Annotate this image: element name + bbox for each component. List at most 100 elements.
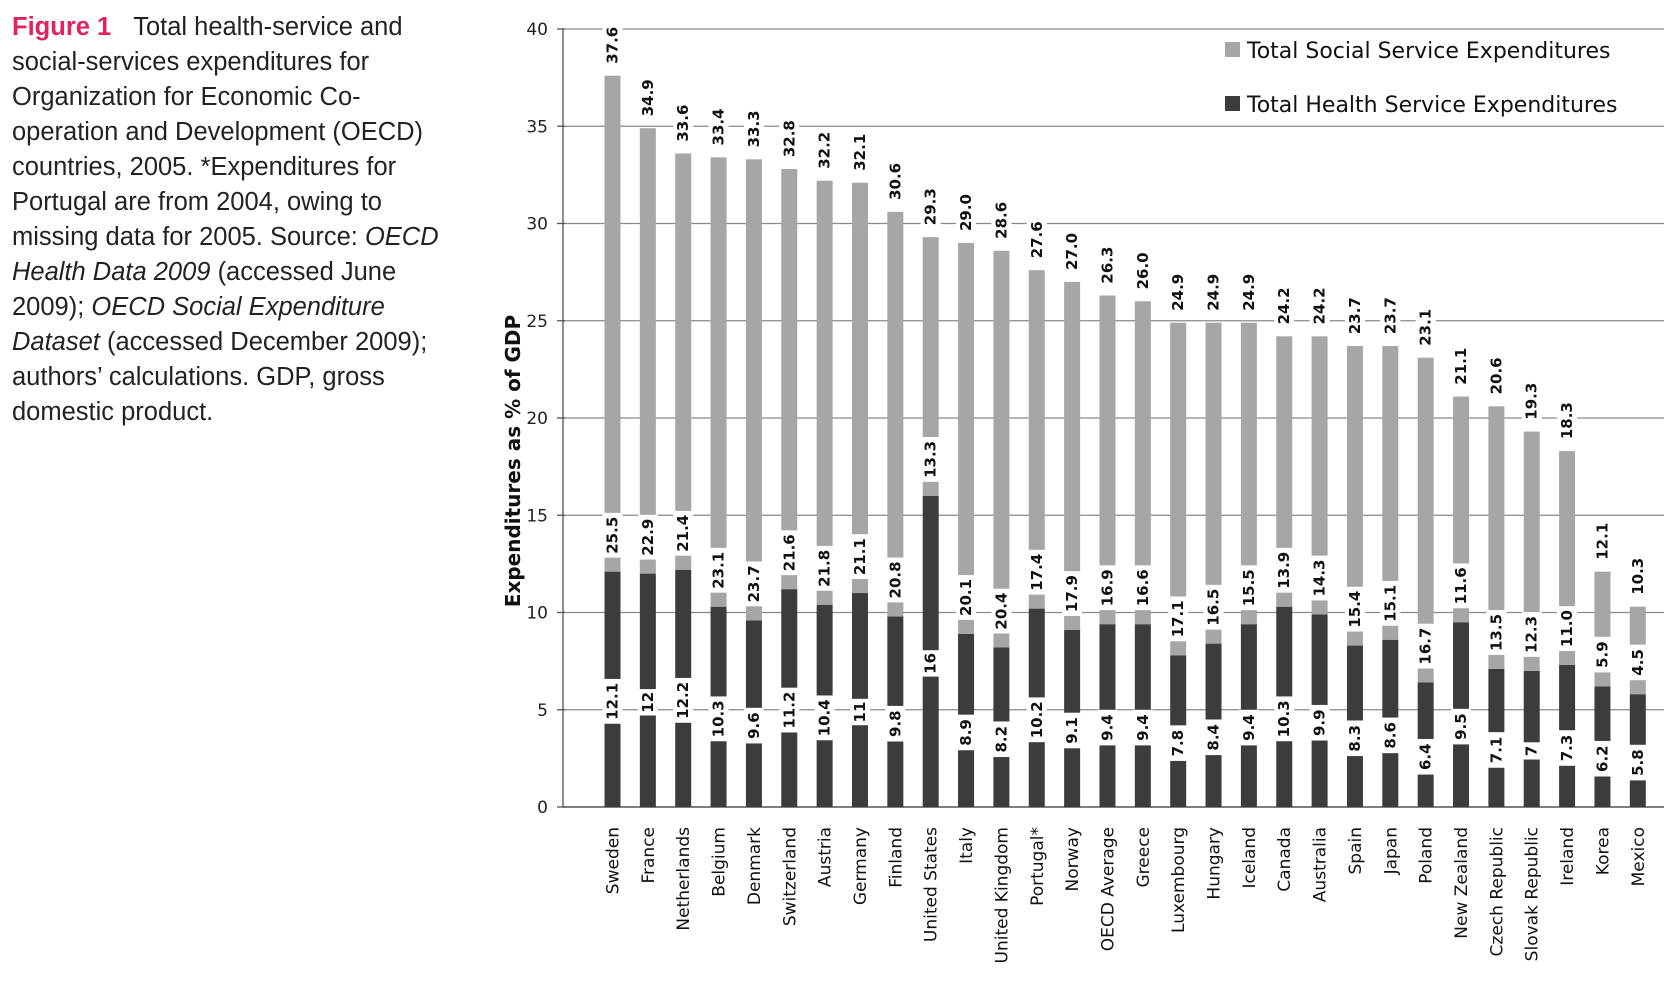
data-label-social-bg: [920, 437, 941, 482]
data-label-total-bg: [637, 75, 658, 121]
category-label: Belgium: [710, 827, 730, 897]
data-label-health-bg: [956, 714, 977, 751]
data-label-total-group: 32.2: [814, 127, 835, 173]
bar-social: [1064, 281, 1081, 631]
data-label-health-bg: [885, 705, 906, 742]
category-label: United Kingdom: [992, 827, 1012, 963]
data-label-social: 5.9: [1593, 641, 1611, 668]
data-label-social-bg: [1380, 580, 1401, 626]
category-label: Finland: [886, 827, 906, 888]
data-label-total-group: 23.1: [1415, 304, 1436, 350]
data-label-total: 20.6: [1487, 357, 1505, 394]
caption-source-1: OECD Health Data 2009: [12, 223, 439, 286]
data-label-health: 7.1: [1487, 737, 1505, 764]
y-axis-label: Expenditures as % of GDP: [501, 315, 525, 607]
category-label: Slovak Republic: [1523, 827, 1543, 961]
data-label-social-bg: [1344, 586, 1365, 632]
data-label-health-bg: [637, 689, 658, 716]
data-label-social-bg: [814, 545, 835, 591]
data-label-social-group: 23.1: [708, 547, 729, 593]
data-label-total-bg: [1238, 269, 1259, 315]
category-label: Greece: [1134, 827, 1154, 888]
data-label-social-bg: [1415, 623, 1436, 669]
data-label-total: 18.3: [1558, 402, 1576, 439]
data-label-health: 9.8: [886, 710, 904, 737]
data-label-social: 11.0: [1558, 610, 1576, 647]
bar-social: [781, 169, 798, 590]
data-label-social-bg: [1274, 547, 1295, 593]
data-label-total-bg: [885, 159, 906, 204]
data-label-total-group: 27.6: [1026, 217, 1047, 263]
data-label-social-group: 20.8: [885, 557, 906, 603]
data-label-social-bg: [849, 534, 870, 580]
bar-social: [1346, 346, 1363, 646]
bar-social: [1170, 322, 1187, 656]
legend: Total Social Service Expenditures Total …: [1225, 39, 1617, 118]
data-label-health-bg: [1557, 730, 1578, 766]
category-label: Germany: [851, 827, 871, 905]
data-label-social-group: 15.4: [1344, 586, 1365, 632]
data-label-health-bg: [1238, 709, 1259, 746]
data-label-total: 29.0: [957, 194, 975, 231]
data-label-social-bg: [1309, 555, 1330, 601]
data-label-health: 8.6: [1381, 722, 1399, 749]
data-label-total: 24.9: [1169, 274, 1187, 311]
data-label-health-group: 9.4: [1238, 709, 1259, 746]
data-label-total-group: 33.4: [708, 104, 729, 150]
data-label-total-bg: [1557, 398, 1578, 444]
data-label-health-bg: [1026, 697, 1047, 743]
data-label-health: 8.4: [1205, 724, 1223, 751]
bar-social: [1417, 357, 1434, 683]
category-label: Hungary: [1205, 827, 1225, 900]
data-label-health: 9.6: [745, 712, 763, 739]
data-label-health-group: 8.6: [1380, 717, 1401, 754]
data-label-social: 25.5: [604, 517, 622, 554]
data-label-health-group: 6.2: [1592, 740, 1613, 777]
data-label-health-group: 12.2: [673, 677, 694, 723]
data-label-social-bg: [743, 561, 764, 607]
category-label: Spain: [1346, 827, 1366, 875]
data-label-total-group: 26.0: [1132, 248, 1153, 294]
data-label-social-group: 13.9: [1274, 547, 1295, 593]
data-label-social: 23.1: [710, 552, 728, 589]
data-label-total: 21.1: [1452, 348, 1470, 385]
data-label-social-bg: [1592, 636, 1613, 673]
bar-social: [1488, 406, 1505, 669]
data-label-health: 9.4: [1134, 714, 1152, 741]
data-label-total-bg: [1274, 283, 1295, 329]
data-label-social: 15.1: [1381, 585, 1399, 622]
category-label: Australia: [1311, 827, 1331, 902]
data-label-total-group: 24.9: [1203, 269, 1224, 315]
data-label-total-bg: [1168, 269, 1189, 315]
y-tick-label: 5: [537, 701, 548, 721]
caption-text-3: (accessed December 2009); authors’ calcu…: [12, 328, 428, 426]
data-label-health: 16: [922, 653, 940, 674]
data-label-health-bg: [1380, 717, 1401, 754]
data-label-social: 17.9: [1063, 575, 1081, 612]
data-label-health: 10.3: [710, 700, 728, 737]
data-label-health-bg: [1486, 732, 1507, 768]
data-label-social: 21.8: [816, 550, 834, 587]
bar-social: [1523, 431, 1540, 671]
data-label-social-bg: [1486, 610, 1507, 655]
data-label-health: 6.4: [1417, 743, 1435, 770]
data-label-health: 8.9: [957, 719, 975, 746]
data-label-total-bg: [1486, 353, 1507, 399]
data-label-total: 32.2: [816, 132, 834, 169]
data-label-total-group: 10.3: [1627, 553, 1648, 599]
data-label-total-bg: [1627, 553, 1648, 599]
y-tick-label: 35: [526, 117, 548, 137]
data-label-total-bg: [1132, 248, 1153, 294]
data-label-social: 15.5: [1240, 569, 1258, 606]
data-label-total: 26.0: [1134, 252, 1152, 289]
data-label-social-group: 11.0: [1557, 606, 1578, 652]
data-label-total-group: 24.9: [1238, 269, 1259, 315]
bar-social: [1240, 322, 1257, 625]
data-label-social-bg: [673, 510, 694, 556]
data-label-health: 12.1: [604, 683, 622, 720]
data-label-social-group: 17.1: [1168, 596, 1189, 642]
data-label-health-group: 7: [1521, 742, 1542, 760]
y-axis: 0 5 10 15 20 25 30 35 40: [526, 20, 565, 818]
data-label-health-group: 12.1: [602, 678, 623, 724]
data-label-social-group: 21.8: [814, 545, 835, 591]
